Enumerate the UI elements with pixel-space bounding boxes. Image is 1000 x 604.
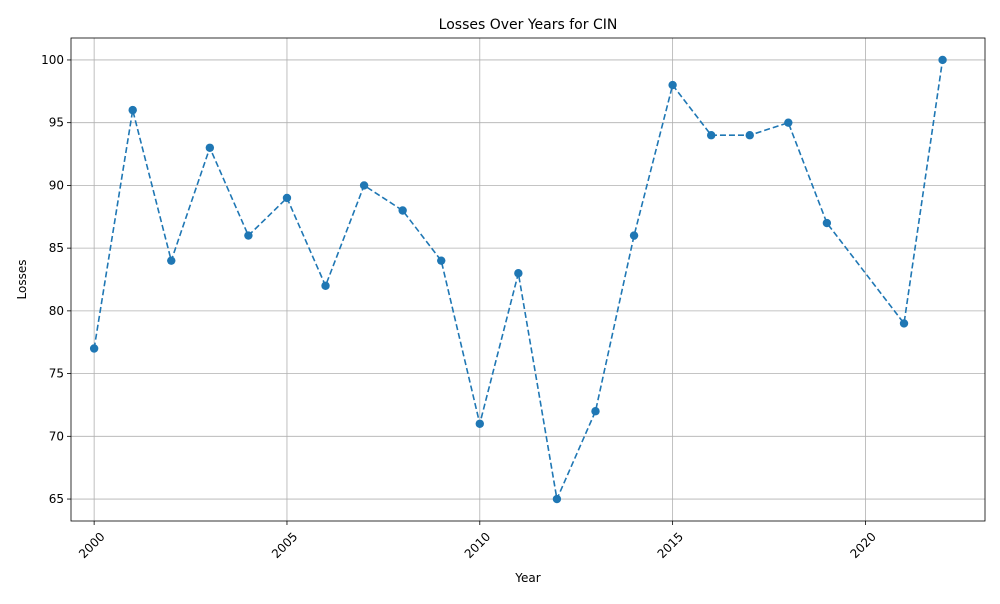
x-tick-label: 2020 xyxy=(847,530,878,561)
data-point xyxy=(128,105,137,115)
y-tick-label: 95 xyxy=(49,116,64,130)
data-point xyxy=(167,256,176,265)
x-tick-label: 2000 xyxy=(76,530,107,561)
data-point xyxy=(437,256,446,265)
x-tick-label: 2015 xyxy=(655,530,686,561)
plot-frame xyxy=(70,37,986,522)
data-point xyxy=(822,218,832,228)
y-tick-label: 70 xyxy=(49,429,64,443)
y-tick-label: 80 xyxy=(49,304,64,318)
data-point xyxy=(745,131,754,140)
data-point xyxy=(398,206,407,215)
grid xyxy=(71,38,985,521)
data-point xyxy=(359,181,369,190)
data-point xyxy=(938,55,947,65)
data-point xyxy=(552,494,562,504)
axis-ticks: 2000 2005 2010 2015 2020 65 70 75 80 85 90 95 100 xyxy=(41,53,879,561)
y-tick-label: 90 xyxy=(49,178,64,192)
x-tick-label: 2005 xyxy=(269,530,300,561)
data-point xyxy=(321,281,330,290)
data-point xyxy=(629,231,639,240)
data-point xyxy=(475,419,484,428)
y-tick-label: 65 xyxy=(49,492,64,506)
data-point xyxy=(89,344,99,353)
data-point xyxy=(591,407,600,416)
chart-title: Losses Over Years for CIN xyxy=(439,17,618,33)
data-point xyxy=(784,118,793,127)
data-point xyxy=(899,319,909,328)
y-tick-label: 85 xyxy=(49,241,64,255)
x-tick-label: 2010 xyxy=(462,530,493,561)
x-axis-label: Year xyxy=(514,571,540,585)
y-axis-label: Losses xyxy=(15,260,29,300)
data-point xyxy=(706,131,716,140)
series xyxy=(89,55,947,504)
data-point xyxy=(668,80,677,90)
data-point xyxy=(514,269,523,278)
data-point xyxy=(282,193,292,203)
y-tick-label: 75 xyxy=(49,367,64,381)
series-line xyxy=(93,59,944,502)
data-point xyxy=(205,143,215,152)
data-point xyxy=(244,231,253,240)
y-tick-label: 100 xyxy=(41,53,64,67)
